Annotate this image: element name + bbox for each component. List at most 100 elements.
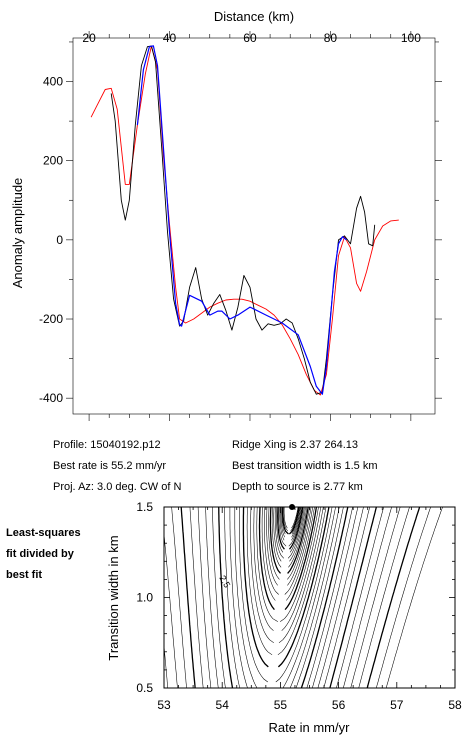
top-x-axis-title: Distance (km) [214,9,294,24]
contour-line [385,507,443,688]
contour-line [291,507,302,541]
black-observed-curve [110,45,376,395]
contour-line [336,507,384,688]
bottom-y-ticks: 0.5 1.0 1.5 [136,500,455,695]
contour-line [306,507,353,688]
contour-line [224,507,241,688]
misfit-contour-chart: 53 54 55 56 57 58 0.5 1.0 1.5 Rate in mm/yr Tra… [106,500,462,735]
contour-line [278,507,324,644]
contour-line [283,507,288,532]
contour-line [284,507,318,611]
contour-line [289,507,306,562]
contour-line [277,507,285,550]
contour-line [266,507,278,586]
contour-line [291,507,299,529]
contour-line [171,507,187,688]
contour-line [343,507,392,688]
top-x-tick-label: 60 [243,31,257,45]
top-y-tick-label: 400 [43,75,63,89]
top-x-tick-label: 100 [401,31,421,45]
contour-line [280,507,319,622]
note-line-3: best fit [6,569,42,581]
contour-line [281,507,289,535]
bottom-x-tick-label: 58 [448,698,462,712]
contour-line [289,507,340,688]
contour-line [180,507,196,688]
info-block: Profile: 15040192.p12 Ridge Xing is 2.37… [53,439,378,493]
contour-line [246,507,273,656]
misfit-note: Least-squares fit divided by best fit [6,527,81,581]
top-y-tick-label: 200 [43,154,63,168]
contour-line [288,507,300,535]
contour-line [281,507,322,631]
contour-line [291,507,301,538]
bottom-x-axis-title: Rate in mm/yr [269,720,351,735]
contour-line [274,507,285,559]
contour-lines [164,507,443,688]
contour-line [312,507,359,688]
contour-line [282,507,336,688]
contour-line [350,507,401,688]
contour-line [277,507,327,656]
projection-azimuth-label: Proj. Az: 3.0 deg. CW of N [53,481,181,493]
contour-line [253,507,274,631]
contour-line [239,507,268,683]
ridge-crossing-label: Ridge Xing is 2.37 264.13 [232,439,358,451]
contour-line [258,507,275,610]
contour-line [277,507,330,668]
bottom-y-tick-label: 0.5 [136,681,153,695]
contour-line [323,507,370,688]
contour-line [250,507,274,644]
contour-line [261,507,276,601]
contour-line [281,507,286,535]
contour-line [229,507,248,688]
contour-line [287,507,312,586]
contour-line [205,507,219,688]
contour-line [164,643,169,688]
contour-line [295,507,344,688]
contour-line [358,507,410,688]
top-x-ticks: 20 40 60 80 100 [82,31,421,421]
depth-to-source-label: Depth to source is 2.77 km [232,481,363,493]
top-y-tick-label: 0 [56,233,63,247]
contour-line [218,507,234,688]
contour-line [268,507,280,580]
contour-line [300,507,349,688]
bottom-x-tick-label: 57 [390,698,404,712]
contour-line [276,507,284,553]
contour-line [329,507,378,688]
best-fit-point [289,504,296,510]
contour-line [280,507,285,538]
top-series-group [90,45,399,396]
contour-line [197,507,212,688]
profile-label: Profile: 15040192.p12 [53,439,161,451]
bottom-x-ticks: 53 54 55 56 57 58 [157,507,462,712]
contour-line [278,507,287,547]
best-rate-label: Best rate is 55.2 mm/yr [53,460,166,472]
top-y-tick-label: -200 [39,312,63,326]
contour-line [288,507,304,550]
contour-line [317,507,364,688]
contour-line [284,507,313,595]
contour-line [189,507,204,688]
contour-line [287,507,305,559]
top-x-tick-label: 20 [82,31,96,45]
contour-line [366,507,421,688]
bottom-x-tick-label: 55 [274,698,288,712]
top-x-tick-label: 80 [324,31,338,45]
contour-line [234,507,258,688]
top-y-tick-label: -400 [39,391,63,405]
contour-line [291,507,300,535]
contour-line [242,507,269,668]
contour-line [288,507,308,568]
contour-line [288,507,303,547]
note-line-1: Least-squares [6,527,81,539]
red-model-curve [90,45,399,396]
contour-line [286,507,315,601]
anomaly-profile-chart: Distance (km) Anomaly amplitude 20 40 60 80… [10,9,442,421]
contour-line [269,507,282,574]
blue-fitted-segment [136,45,347,395]
contour-line [283,507,288,529]
bottom-y-axis-title: Transition width in km [106,535,121,660]
